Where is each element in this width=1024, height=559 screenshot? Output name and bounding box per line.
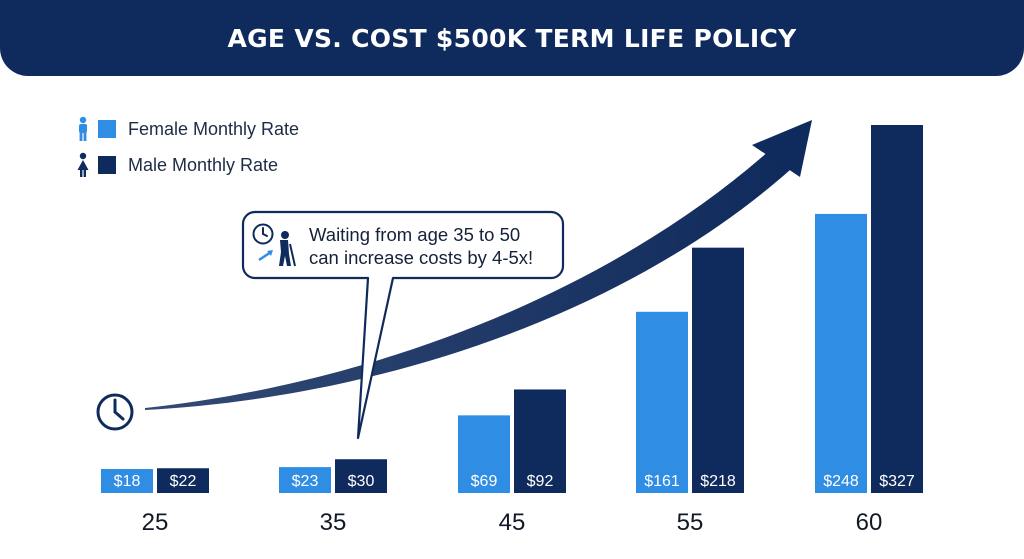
value-label-male-35: $30 <box>348 473 375 490</box>
legend-label-male: Male Monthly Rate <box>128 154 279 175</box>
value-label-female-60: $248 <box>823 473 859 490</box>
category-label-55: 55 <box>677 509 704 536</box>
clock-icon <box>252 223 274 245</box>
value-label-female-25: $18 <box>114 473 141 490</box>
callout-bubble <box>241 210 565 440</box>
callout-line-2: can increase costs by 4-5x! <box>309 247 534 268</box>
legend-item-male: Male Monthly Rate <box>76 152 299 178</box>
female-swatch <box>98 120 116 138</box>
bar-male-45 <box>514 389 566 493</box>
category-label-25: 25 <box>142 509 169 536</box>
elderly-person-icon <box>258 231 296 267</box>
value-label-female-45: $69 <box>471 473 498 490</box>
female-person-icon <box>77 152 89 177</box>
bar-male-25 <box>157 468 209 493</box>
bar-male-35 <box>335 459 387 493</box>
category-label-45: 45 <box>499 509 526 536</box>
callout-line-1: Waiting from age 35 to 50 <box>309 224 521 245</box>
callout-text: Waiting from age 35 to 50 can increase c… <box>309 223 533 269</box>
legend: Female Monthly Rate Male Monthly Rate <box>76 116 299 188</box>
bar-female-35 <box>279 467 331 493</box>
bar-female-55 <box>636 311 688 493</box>
bar-female-25 <box>101 469 153 493</box>
callout-box: Waiting from age 35 to 50 can increase c… <box>241 210 565 440</box>
chart-title: AGE VS. COST $500K TERM LIFE POLICY <box>227 23 797 53</box>
start-clock-icon <box>96 393 134 431</box>
bar-female-60 <box>815 213 867 493</box>
value-label-male-60: $327 <box>879 473 915 490</box>
bar-male-60 <box>871 125 923 493</box>
value-label-male-25: $22 <box>170 473 197 490</box>
legend-item-female: Female Monthly Rate <box>76 116 299 142</box>
bar-female-45 <box>458 415 510 493</box>
value-label-male-45: $92 <box>527 473 554 490</box>
male-swatch <box>98 156 116 174</box>
legend-label-female: Female Monthly Rate <box>128 118 300 139</box>
male-person-icon <box>79 116 87 141</box>
title-banner: AGE VS. COST $500K TERM LIFE POLICY <box>0 0 1024 76</box>
category-label-60: 60 <box>856 509 883 536</box>
category-label-35: 35 <box>320 509 347 536</box>
value-label-female-35: $23 <box>292 473 319 490</box>
value-label-female-55: $161 <box>644 473 680 490</box>
trend-arrow-icon <box>145 120 812 410</box>
value-label-male-55: $218 <box>700 473 736 490</box>
bar-male-55 <box>692 247 744 493</box>
